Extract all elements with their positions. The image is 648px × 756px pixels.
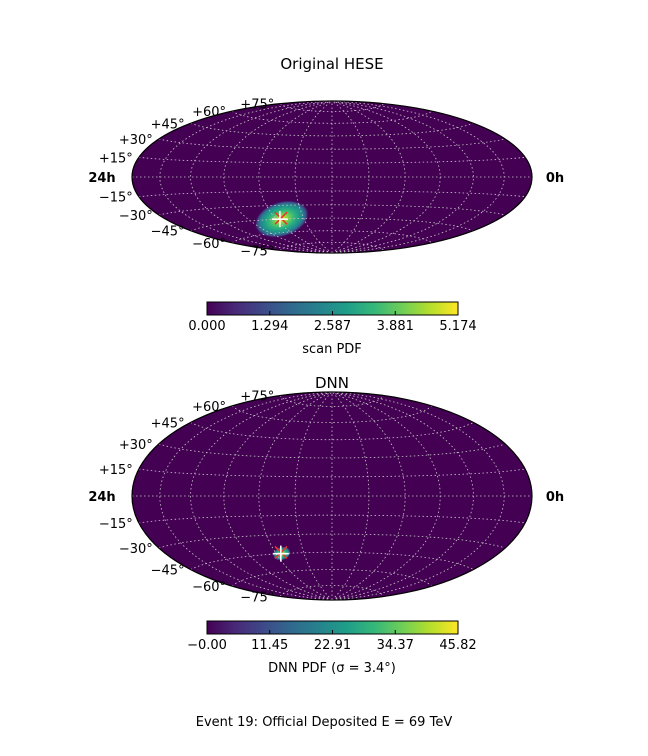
grid-meridian (331, 392, 370, 600)
latitude-label: +60° (192, 400, 226, 415)
grid-meridian (223, 392, 333, 600)
grid-parallel (158, 204, 506, 216)
grid-meridian (331, 392, 505, 600)
grid-parallel (279, 585, 385, 597)
sky-map (131, 100, 533, 254)
grid-lines (132, 392, 532, 600)
map-outline (131, 100, 533, 254)
latitude-label: −15° (99, 517, 133, 532)
grid-meridian (331, 101, 441, 253)
latitude-label: +45° (151, 117, 185, 132)
colorbar-tick-label: 3.881 (377, 319, 414, 334)
grid-meridian (294, 392, 333, 600)
panel-title: Original HESE (280, 55, 383, 73)
grid-parallel (190, 217, 474, 232)
colorbar-tick-label: 0.000 (188, 319, 225, 334)
marker-plus (271, 211, 288, 228)
latitude-labels: +75° +60° +45° +30° +15° −15° −30° −45° −60° −75° (99, 390, 274, 606)
grid-meridian (331, 392, 441, 600)
colorbar-tick-label: 34.37 (377, 638, 414, 653)
grid-parallel (138, 190, 526, 198)
latitude-label: −45° (151, 564, 185, 579)
panel-original-hese: Original HESE 24h 0h +75° +60° +45°+30° +15… (88, 55, 564, 357)
map-outline (131, 391, 533, 601)
latitude-label: −30° (119, 209, 153, 224)
colorbar-tick-label: 11.45 (251, 638, 288, 653)
colorbar-tick-label: 5.174 (439, 319, 476, 334)
latitude-label: −30° (119, 542, 153, 557)
grid-parallel (138, 156, 526, 164)
grid-parallel (158, 533, 506, 549)
grid-meridian (331, 101, 505, 253)
colorbar-tick-label: 45.82 (439, 638, 476, 653)
latitude-label: +60° (192, 105, 226, 120)
panel-title: DNN (315, 374, 349, 392)
grid-meridian (190, 392, 333, 600)
latitude-label: −60° (192, 580, 226, 595)
latitude-label: +75° (240, 390, 274, 405)
grid-meridian (159, 101, 333, 253)
colorbar-tick-label: 2.587 (314, 319, 351, 334)
grid-parallel (231, 110, 433, 124)
colorbar: 0.000 1.294 2.587 3.881 5.174 (188, 301, 477, 334)
sky-map (131, 391, 533, 601)
latitude-label: +45° (151, 416, 185, 431)
marker-x (274, 211, 288, 225)
grid-meridian (258, 101, 333, 253)
latitude-label: −75° (240, 244, 274, 259)
colorbar-label: scan PDF (302, 342, 362, 357)
figure-caption: Event 19: Official Deposited E = 69 TeV (195, 715, 453, 730)
grid-meridian (223, 101, 333, 253)
grid-parallel (231, 405, 433, 423)
colorbar-tick-label: 22.91 (314, 638, 351, 653)
grid-parallel (279, 395, 385, 407)
latitude-label: +75° (240, 98, 274, 113)
colorbar: −0.00 11.45 22.91 34.37 45.82 (187, 620, 477, 653)
panel-dnn: DNN 24h 0h +75° +60° +45° +30° +15° −15° −30° −… (88, 374, 564, 676)
latitude-label: −60° (192, 237, 226, 252)
colorbar-label: DNN PDF (σ = 3.4°) (268, 661, 396, 676)
latitude-label: −75° (240, 590, 274, 605)
grid-lines (132, 101, 532, 253)
latitude-label: +15° (99, 463, 133, 478)
marker-plus (272, 545, 289, 562)
latitude-label: +15° (99, 151, 133, 166)
latitude-label: −15° (99, 191, 133, 206)
grid-meridian (331, 101, 370, 253)
colorbar-tick-label: 1.294 (251, 319, 288, 334)
ra-left-label: 24h (88, 490, 115, 505)
latitude-label: −45° (151, 225, 185, 240)
ra-right-label: 0h (546, 171, 564, 186)
ra-right-label: 0h (546, 490, 564, 505)
latitude-label: +30° (119, 438, 153, 453)
ra-left-label: 24h (88, 171, 115, 186)
grid-meridian (294, 101, 333, 253)
grid-parallel (231, 230, 433, 244)
grid-parallel (279, 242, 385, 251)
latitude-label: +30° (119, 133, 153, 148)
latitude-labels: +75° +60° +45°+30° +15° −15° −30°−45° −60° −75° (99, 98, 274, 260)
grid-meridian (331, 392, 474, 600)
grid-meridian (159, 392, 333, 600)
grid-parallel (190, 551, 474, 570)
colorbar-tick-label: −0.00 (187, 638, 227, 653)
grid-meridian (331, 101, 406, 253)
